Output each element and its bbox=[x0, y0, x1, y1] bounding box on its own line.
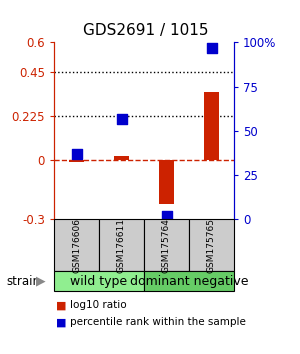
Text: log10 ratio: log10 ratio bbox=[70, 300, 127, 310]
Point bbox=[119, 116, 124, 121]
Text: percentile rank within the sample: percentile rank within the sample bbox=[70, 317, 246, 327]
Text: GSM175764: GSM175764 bbox=[162, 218, 171, 273]
Text: strain: strain bbox=[6, 275, 40, 287]
Text: dominant negative: dominant negative bbox=[130, 275, 248, 287]
Text: GDS2691 / 1015: GDS2691 / 1015 bbox=[83, 23, 208, 38]
Text: wild type: wild type bbox=[70, 275, 128, 287]
Text: ▶: ▶ bbox=[36, 275, 45, 287]
Text: ■: ■ bbox=[56, 317, 66, 327]
Point bbox=[164, 213, 169, 219]
Bar bbox=[204, 92, 219, 160]
Bar bbox=[69, 160, 84, 162]
Bar bbox=[114, 155, 129, 160]
Text: GSM176606: GSM176606 bbox=[72, 218, 81, 273]
Bar bbox=[159, 160, 174, 204]
Text: GSM176611: GSM176611 bbox=[117, 218, 126, 273]
Point bbox=[209, 45, 214, 51]
Point bbox=[74, 151, 79, 157]
Text: ■: ■ bbox=[56, 300, 66, 310]
Text: GSM175765: GSM175765 bbox=[207, 218, 216, 273]
